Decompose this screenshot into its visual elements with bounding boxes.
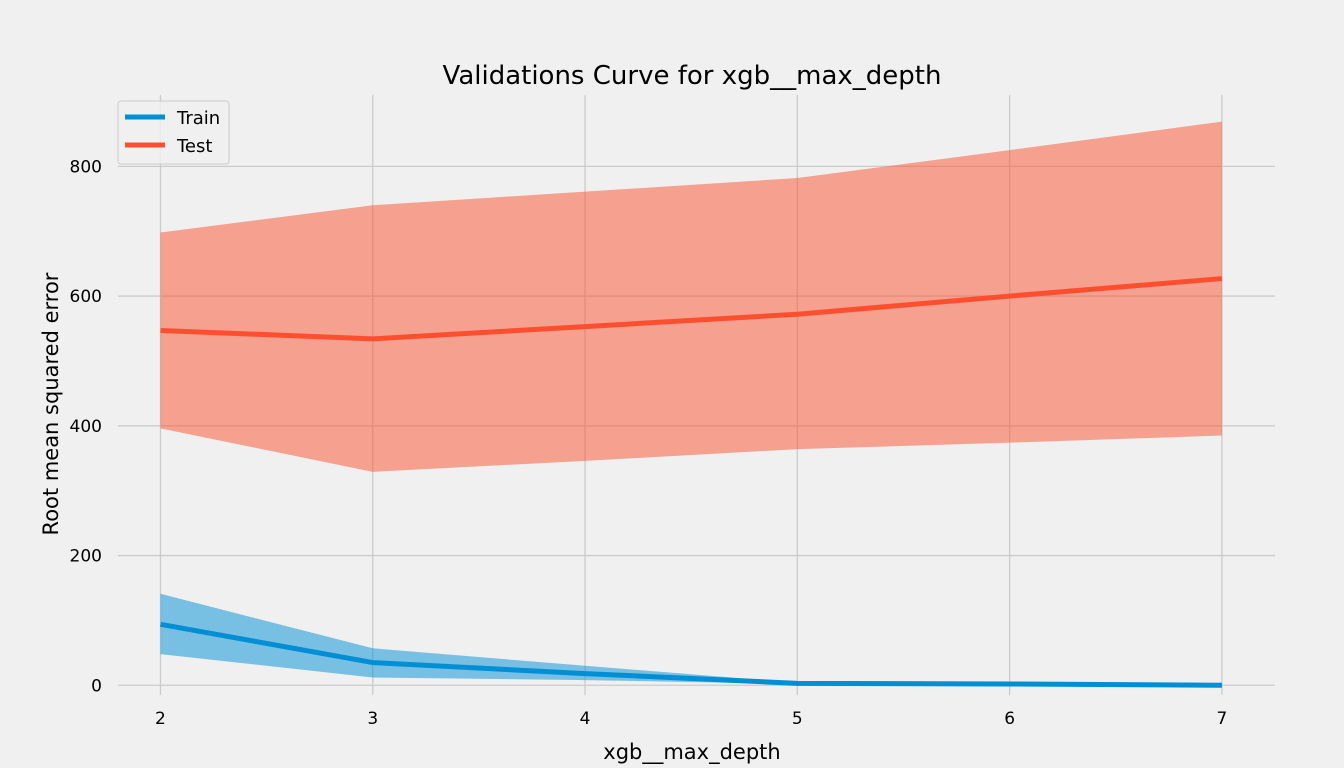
test-line (160, 276, 1223, 342)
x-tick-label: 3 (367, 709, 378, 729)
x-tick-label: 4 (580, 709, 591, 729)
tick-labels: 2 3 4 5 6 7 0 200 400 600 800 (70, 157, 1228, 729)
y-tick-label: 0 (91, 676, 102, 696)
confidence-bands (160, 121, 1222, 686)
series-lines (160, 276, 1223, 688)
train-band (160, 593, 1222, 686)
y-axis-label: Root mean squared error (39, 272, 63, 535)
y-tick-label: 200 (70, 547, 102, 567)
y-tick-label: 600 (70, 287, 102, 307)
test-band (160, 121, 1222, 472)
y-tick-label: 400 (70, 417, 102, 437)
x-tick-label: 6 (1004, 709, 1015, 729)
legend-label-train: Train (176, 108, 220, 129)
x-tick-label: 2 (155, 709, 166, 729)
legend: Train Test (117, 100, 230, 165)
train-line (160, 621, 1222, 688)
y-tick-label: 800 (70, 157, 102, 177)
x-tick-label: 7 (1217, 709, 1228, 729)
x-tick-label: 5 (792, 709, 803, 729)
legend-label-test: Test (176, 136, 212, 157)
x-axis-label: xgb__max_depth (603, 740, 780, 765)
chart-title: Validations Curve for xgb__max_depth (443, 61, 942, 91)
